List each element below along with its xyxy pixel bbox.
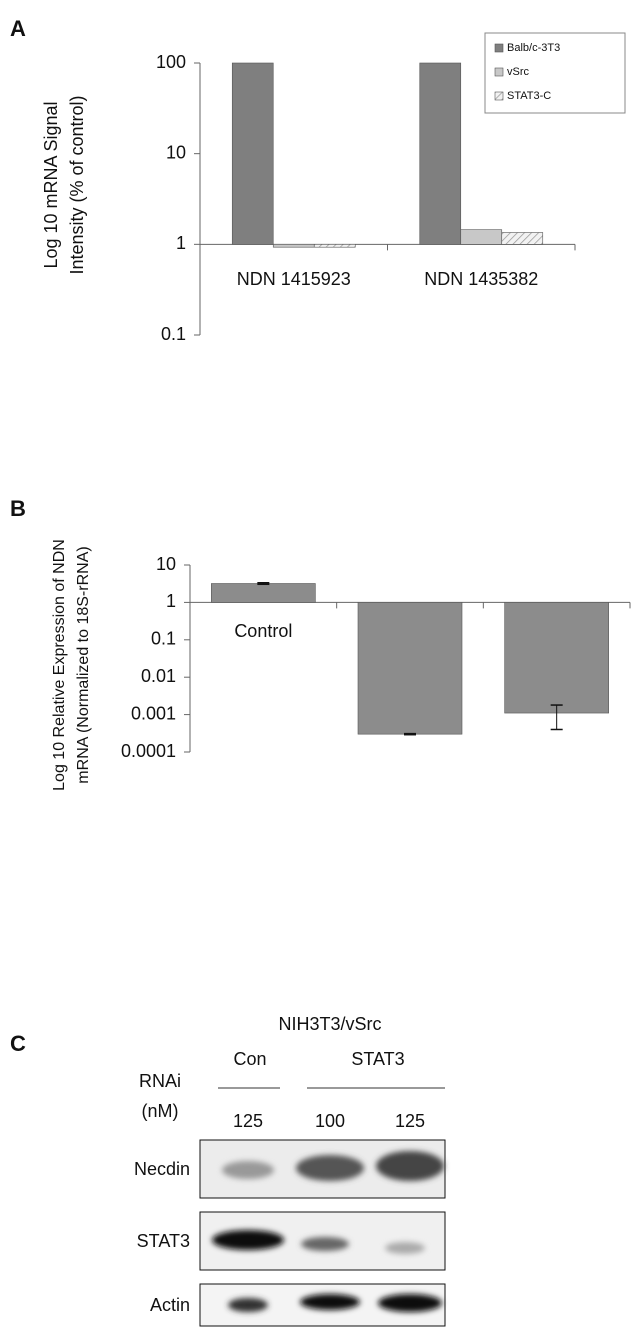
bar bbox=[461, 230, 502, 245]
y-axis-label: mRNA (Normalized to 18S-rRNA) bbox=[75, 546, 92, 783]
bar bbox=[420, 63, 461, 244]
y-tick-label: 0.0001 bbox=[121, 741, 176, 761]
error-bar bbox=[404, 734, 416, 735]
unit-label: (nM) bbox=[142, 1101, 179, 1121]
y-tick-label: 0.01 bbox=[141, 666, 176, 686]
lane-label: 125 bbox=[233, 1111, 263, 1131]
y-tick-label: 0.001 bbox=[131, 703, 176, 723]
y-tick-label: 1 bbox=[176, 233, 186, 253]
bar bbox=[211, 584, 315, 603]
bar bbox=[505, 602, 609, 713]
y-axis-label: Intensity (% of control) bbox=[67, 95, 87, 274]
group-label: STAT3 bbox=[351, 1049, 404, 1069]
page: {"chart_data": [ {"type": "bar", "panel"… bbox=[0, 0, 635, 1328]
bar bbox=[232, 63, 273, 244]
y-tick-label: 10 bbox=[166, 142, 186, 162]
bar bbox=[358, 602, 462, 734]
legend-label: vSrc bbox=[507, 66, 530, 78]
x-tick-label: Control bbox=[234, 621, 292, 641]
legend-swatch bbox=[495, 68, 503, 76]
row-label: STAT3 bbox=[137, 1231, 190, 1251]
y-axis-label: Log 10 Relative Expression of NDN bbox=[51, 539, 68, 791]
y-tick-label: 0.1 bbox=[151, 629, 176, 649]
panel-label: A bbox=[10, 16, 26, 41]
y-tick-label: 1 bbox=[166, 591, 176, 611]
y-tick-label: 100 bbox=[156, 52, 186, 72]
panel-label: C bbox=[10, 1031, 26, 1056]
legend-swatch bbox=[495, 44, 503, 52]
lane-label: 125 bbox=[395, 1111, 425, 1131]
x-tick-label: NDN 1415923 bbox=[237, 269, 351, 289]
figure: A B C NIH3T3/vSrc Con STAT3 RNAi (nM) 12… bbox=[0, 0, 635, 1328]
row-label: Necdin bbox=[134, 1159, 190, 1179]
western-blot: C NIH3T3/vSrc Con STAT3 RNAi (nM) 125 10… bbox=[10, 1014, 445, 1326]
blot-title: NIH3T3/vSrc bbox=[278, 1014, 381, 1034]
y-tick-label: 0.1 bbox=[161, 324, 186, 344]
row-label: Actin bbox=[150, 1295, 190, 1315]
rnai-label: RNAi bbox=[139, 1071, 181, 1091]
legend-swatch bbox=[495, 92, 503, 100]
legend-label: STAT3-C bbox=[507, 90, 551, 102]
panel-label: B bbox=[10, 496, 26, 521]
y-tick-label: 10 bbox=[156, 554, 176, 574]
group-label: Con bbox=[233, 1049, 266, 1069]
x-tick-label: NDN 1435382 bbox=[424, 269, 538, 289]
legend-label: Balb/c-3T3 bbox=[507, 42, 560, 54]
bar bbox=[314, 244, 355, 247]
y-axis-label: Log 10 mRNA Signal bbox=[41, 101, 61, 268]
bar bbox=[502, 233, 543, 245]
lane-label: 100 bbox=[315, 1111, 345, 1131]
bar bbox=[273, 244, 314, 247]
